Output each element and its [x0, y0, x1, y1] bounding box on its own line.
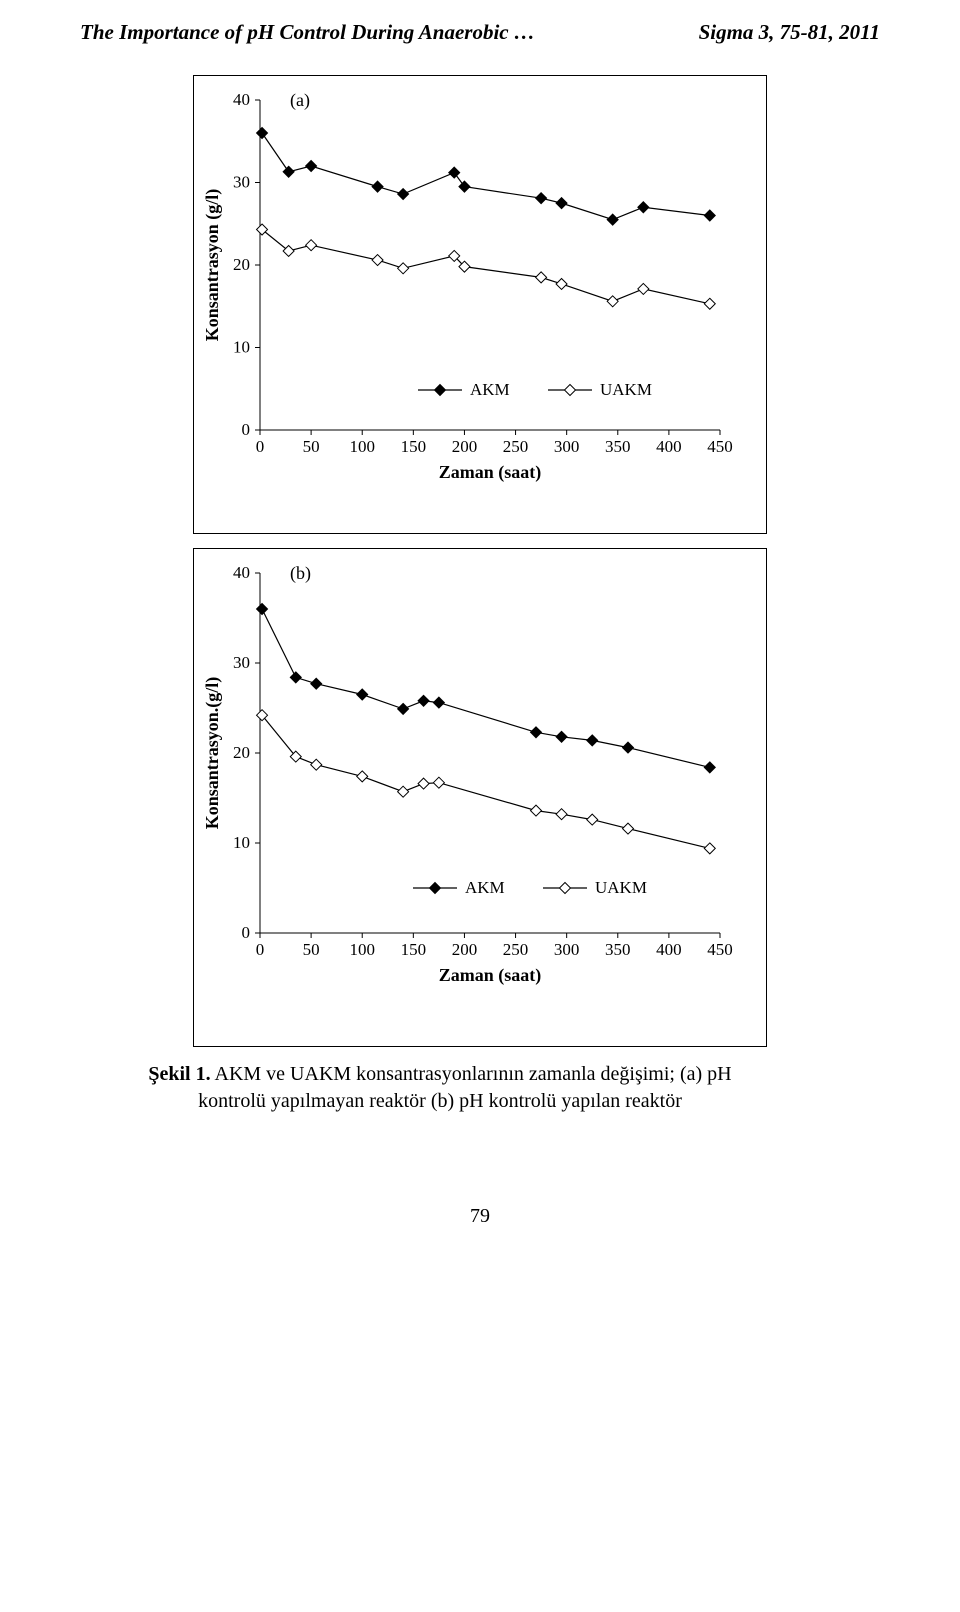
svg-text:0: 0	[242, 923, 251, 942]
chart-a-frame: 010203040050100150200250300350400450Zama…	[193, 75, 767, 534]
svg-text:Konsantrasyon.(g/l): Konsantrasyon.(g/l)	[202, 677, 223, 830]
svg-text:UAKM: UAKM	[600, 380, 652, 399]
svg-text:100: 100	[349, 437, 375, 456]
svg-text:10: 10	[233, 833, 250, 852]
svg-text:0: 0	[256, 437, 265, 456]
svg-text:30: 30	[233, 173, 250, 192]
svg-text:10: 10	[233, 338, 250, 357]
svg-text:300: 300	[554, 437, 580, 456]
svg-text:20: 20	[233, 743, 250, 762]
chart-a: 010203040050100150200250300350400450Zama…	[200, 82, 760, 522]
svg-text:UAKM: UAKM	[595, 878, 647, 897]
svg-text:350: 350	[605, 437, 631, 456]
svg-text:0: 0	[256, 940, 265, 959]
svg-text:30: 30	[233, 653, 250, 672]
svg-text:150: 150	[401, 437, 427, 456]
svg-text:Konsantrasyon (g/l): Konsantrasyon (g/l)	[202, 189, 223, 342]
svg-text:AKM: AKM	[465, 878, 505, 897]
svg-text:50: 50	[303, 437, 320, 456]
svg-text:(a): (a)	[290, 90, 310, 111]
svg-text:250: 250	[503, 437, 529, 456]
svg-text:200: 200	[452, 437, 478, 456]
svg-text:0: 0	[242, 420, 251, 439]
svg-text:400: 400	[656, 940, 682, 959]
header-right: Sigma 3, 75-81, 2011	[699, 20, 880, 45]
svg-text:20: 20	[233, 255, 250, 274]
caption-text: AKM ve UAKM konsantrasyonlarının zamanla…	[198, 1063, 732, 1112]
svg-text:300: 300	[554, 940, 580, 959]
page-header: The Importance of pH Control During Anae…	[80, 20, 880, 45]
figure-caption: Şekil 1. AKM ve UAKM konsantrasyonlarını…	[140, 1061, 740, 1115]
svg-text:350: 350	[605, 940, 631, 959]
svg-text:50: 50	[303, 940, 320, 959]
svg-text:150: 150	[401, 940, 427, 959]
svg-text:Zaman (saat): Zaman (saat)	[439, 965, 542, 986]
svg-text:100: 100	[349, 940, 375, 959]
svg-text:450: 450	[707, 940, 733, 959]
svg-text:40: 40	[233, 563, 250, 582]
header-left: The Importance of pH Control During Anae…	[80, 20, 535, 45]
svg-text:AKM: AKM	[470, 380, 510, 399]
caption-prefix: Şekil 1.	[148, 1063, 210, 1085]
svg-text:200: 200	[452, 940, 478, 959]
svg-text:40: 40	[233, 90, 250, 109]
page-number: 79	[80, 1205, 880, 1228]
svg-text:Zaman (saat): Zaman (saat)	[439, 462, 542, 483]
svg-text:400: 400	[656, 437, 682, 456]
svg-text:450: 450	[707, 437, 733, 456]
chart-b: 010203040050100150200250300350400450Zama…	[200, 555, 760, 1035]
svg-text:250: 250	[503, 940, 529, 959]
chart-b-frame: 010203040050100150200250300350400450Zama…	[193, 548, 767, 1047]
svg-text:(b): (b)	[290, 563, 311, 584]
